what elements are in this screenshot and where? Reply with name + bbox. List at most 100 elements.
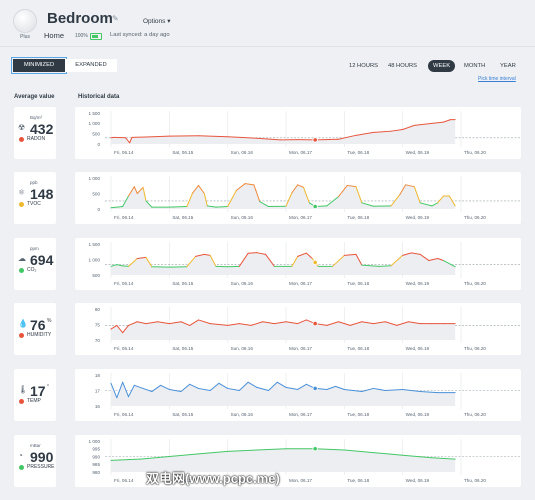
header-divider (0, 46, 535, 47)
location-label: Home (44, 31, 65, 40)
radon-x-label: Sat, 06.15 (172, 150, 193, 155)
co-series-segment (361, 264, 380, 267)
temp-series-segment (238, 381, 249, 391)
temp-y-tick: 16 (95, 404, 101, 409)
minimized-button[interactable]: MINIMIZED (11, 57, 67, 74)
radon-history-chart[interactable]: 1 500 1 000 500 0 Fri, 06.14 Sat, 06.15 Sun, 0… (75, 107, 521, 159)
radon-y-tick: 1 000 (89, 121, 101, 126)
tvoc-unit: ppb (30, 180, 38, 185)
period-12-hours-button[interactable]: 12 HOURS (349, 63, 378, 69)
temp-series-segment (276, 381, 287, 388)
temp-series-segment (218, 382, 229, 389)
radon-x-label: Mon, 06.17 (289, 150, 312, 155)
edit-pencil-icon[interactable]: ✎ (112, 14, 119, 23)
temp-series-segment (110, 382, 118, 399)
options-menu-button[interactable]: Options ▾ (143, 18, 171, 25)
pressure-series-segment (198, 450, 229, 455)
pick-time-interval-link[interactable]: Pick time interval (478, 76, 516, 82)
temp-history-chart[interactable]: 18 17 16 Fri, 06.14 Sat, 06.15 Sun, 06.16 Mon,… (75, 369, 521, 421)
humidity-series-segment (338, 321, 351, 326)
pressure-x-label: Sun, 06.16 (231, 478, 254, 483)
co-series-segment (410, 252, 421, 255)
tvoc-series-segment (136, 186, 144, 194)
period-week-button[interactable]: WEEK (428, 60, 456, 72)
pressure-current-marker[interactable] (312, 446, 318, 452)
co-series-segment (128, 257, 138, 267)
humidity-series-segment (384, 321, 398, 326)
pressure-series-segment (227, 449, 258, 452)
co-series-segment (305, 252, 313, 259)
humidity-series-segment (116, 324, 124, 334)
tvoc-series-segment (390, 194, 401, 207)
temp-x-label: Thu, 06.20 (464, 412, 486, 417)
tvoc-series-segment (285, 192, 293, 207)
pressure-area (111, 448, 456, 472)
radon-x-label: Thu, 06.20 (464, 150, 486, 155)
device-avatar-icon[interactable] (14, 10, 36, 32)
expanded-button[interactable]: EXPANDED (65, 59, 117, 72)
radon-current-marker[interactable] (312, 137, 318, 143)
tvoc-series-segment (203, 193, 208, 207)
co-y-tick: 1 500 (89, 242, 101, 247)
co-series-segment (145, 256, 153, 268)
tvoc-x-label: Tue, 06.18 (347, 215, 369, 220)
tvoc-x-label: Mon, 06.17 (289, 215, 312, 220)
period-month-button[interactable]: MONTH (464, 63, 486, 69)
temp-series-segment (343, 388, 363, 393)
humidity-series-segment (157, 321, 170, 325)
period-year-button[interactable]: YEAR (500, 63, 516, 69)
radon-series-segment (355, 131, 374, 136)
radon-unit: Bq/m³ (30, 115, 43, 120)
tvoc-current-marker[interactable] (312, 203, 318, 210)
pressure-unit: mBar (30, 443, 41, 448)
radon-series-segment (129, 136, 133, 144)
co-series-segment (203, 253, 211, 256)
radon-series-segment (125, 137, 131, 144)
humidity-series-segment (198, 319, 211, 325)
temp-series-segment (168, 388, 182, 393)
tvoc-area (111, 183, 456, 209)
temp-series-segment (128, 384, 135, 398)
humidity-history-chart[interactable]: 80 75 70 Fri, 06.14 Sat, 06.15 Sun, 06.16 Mon,… (75, 303, 521, 355)
co-x-label: Fri, 06.14 (114, 281, 134, 286)
tvoc-series-segment (431, 202, 439, 207)
radon-series-segment (338, 134, 357, 140)
co-x-label: Wed, 06.19 (406, 281, 430, 286)
co-y-tick: 1 000 (89, 257, 101, 262)
pressure-history-chart[interactable]: 1 000 995 990 985 980 Fri, 06.14 Sat, 06.15 Sun… (75, 435, 521, 487)
temp-average-card: 🌡 17 ° TEMP (14, 369, 56, 421)
humidity-x-label: Thu, 06.20 (464, 346, 486, 351)
humidity-chart-svg: 80 75 70 Fri, 06.14 Sat, 06.15 Sun, 06.16 Mon,… (95, 307, 521, 351)
radon-series-segment (227, 136, 258, 139)
humidity-x-label: Mon, 06.17 (289, 346, 312, 351)
co-current-marker[interactable] (312, 259, 318, 265)
tvoc-series-segment (133, 186, 138, 194)
co-chart-svg: 1 500 1 000 500 Fri, 06.14 Sat, 06.15 Sun, 06… (89, 242, 521, 286)
temp-series-segment (335, 385, 345, 390)
radon-label: RADON (27, 136, 46, 142)
tvoc-history-chart[interactable]: 1 000 500 0 Fri, 06.14 Sat, 06.15 Sun, 06.16 M… (75, 172, 521, 224)
tvoc-series-segment (291, 184, 299, 194)
co-history-chart[interactable]: 1 500 1 000 500 Fri, 06.14 Sat, 06.15 Sun, 06… (75, 238, 521, 290)
co-series-segment (265, 253, 275, 267)
period-48-hours-button[interactable]: 48 HOURS (388, 63, 417, 69)
co-series-segment (110, 264, 118, 267)
humidity-x-label: Tue, 06.18 (347, 346, 369, 351)
temp-series-segment (384, 388, 404, 391)
temp-series-segment (247, 381, 258, 388)
humidity-series-segment (349, 321, 363, 326)
co-series-segment (291, 255, 299, 267)
co-series-segment (136, 256, 147, 259)
tvoc-series-segment (361, 202, 374, 207)
humidity-current-marker[interactable] (312, 320, 318, 327)
co-y-tick: 500 (92, 273, 100, 278)
co-status-dot (19, 268, 24, 273)
pressure-average-card: ◔ mBar 990 PRESSURE (14, 435, 56, 487)
humidity-series-segment (110, 324, 118, 330)
tvoc-x-label: Sat, 06.15 (172, 215, 193, 220)
humidity-y-tick: 75 (95, 322, 101, 327)
temp-current-marker[interactable] (312, 385, 318, 392)
temp-x-label: Tue, 06.18 (347, 412, 369, 417)
tvoc-series-segment (437, 195, 444, 204)
pressure-label: PRESSURE (27, 464, 55, 470)
